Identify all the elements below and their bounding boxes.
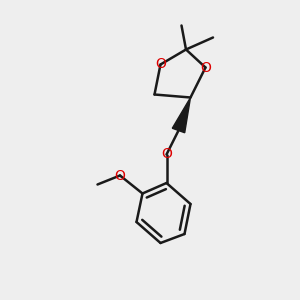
Text: O: O bbox=[155, 58, 166, 71]
Text: O: O bbox=[200, 61, 211, 74]
Text: O: O bbox=[161, 148, 172, 161]
Polygon shape bbox=[172, 98, 190, 133]
Text: O: O bbox=[115, 169, 125, 182]
